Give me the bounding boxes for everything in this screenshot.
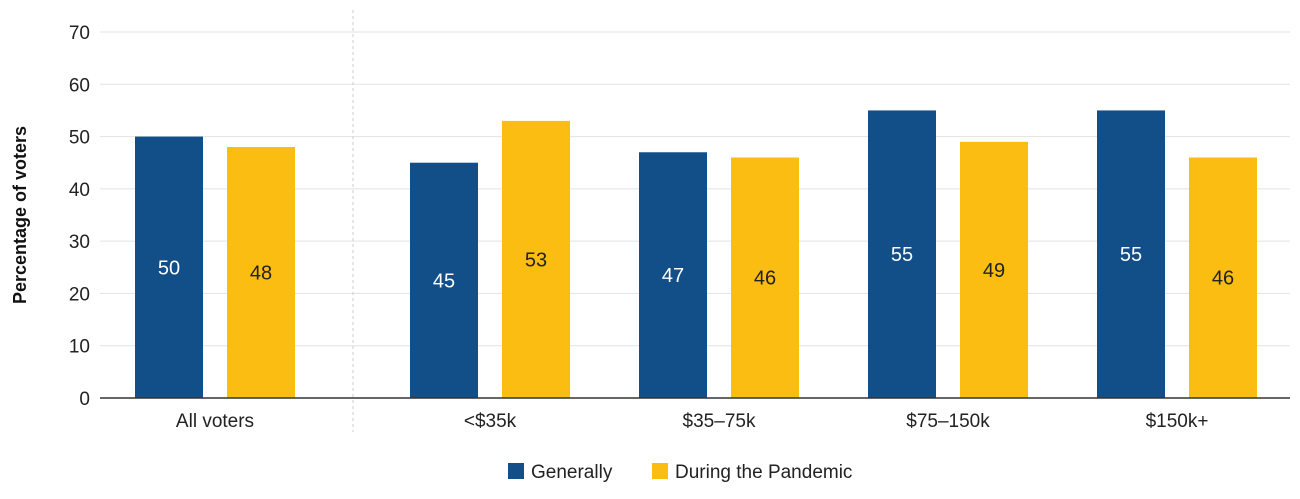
bars (135, 110, 1257, 399)
bar (731, 157, 799, 398)
bar (502, 120, 570, 398)
y-axis-title: Percentage of voters (10, 126, 30, 304)
y-tick-label: 70 (69, 23, 90, 44)
bar-value-label: 55 (1120, 244, 1142, 266)
y-tick-label: 50 (69, 128, 90, 149)
x-category-label: $150k+ (1146, 411, 1209, 432)
bar-value-label: 50 (158, 257, 180, 279)
y-tick-label: 30 (69, 232, 90, 253)
bar-value-labels: 50 48 45 53 47 46 55 49 55 46 (158, 244, 1234, 292)
bar-value-label: 46 (754, 268, 776, 290)
y-tick-label: 60 (69, 75, 90, 96)
y-tick-label: 40 (69, 180, 90, 201)
bar (639, 152, 707, 398)
x-category-label: <$35k (464, 411, 517, 432)
legend-swatch (652, 463, 668, 479)
legend-label: Generally (531, 462, 613, 483)
bar (227, 147, 295, 398)
y-tick-label: 10 (69, 337, 90, 358)
legend-label: During the Pandemic (675, 462, 852, 483)
y-tick-label: 0 (79, 389, 90, 410)
x-category-label: All voters (176, 411, 254, 432)
bar (868, 110, 936, 398)
bar (1189, 157, 1257, 398)
bar-value-label: 47 (662, 265, 684, 287)
bar (135, 136, 203, 399)
bar-value-label: 48 (250, 263, 272, 285)
x-axis-category-labels: All voters <$35k $35–75k $75–150k $150k+ (176, 411, 1209, 432)
bar (410, 162, 478, 398)
bar-value-label: 49 (983, 260, 1005, 282)
x-category-label: $75–150k (906, 411, 990, 432)
bar-value-label: 53 (525, 249, 547, 271)
legend-swatch (508, 463, 524, 479)
bar-value-label: 45 (433, 270, 455, 292)
bar (960, 141, 1028, 399)
legend: Generally During the Pandemic (508, 462, 852, 483)
y-tick-label: 20 (69, 284, 90, 305)
y-axis-ticks: 0 10 20 30 40 50 60 70 (69, 23, 90, 410)
bar (1097, 110, 1165, 398)
x-category-label: $35–75k (683, 411, 756, 432)
bar-value-label: 55 (891, 244, 913, 266)
bar-value-label: 46 (1212, 268, 1234, 290)
